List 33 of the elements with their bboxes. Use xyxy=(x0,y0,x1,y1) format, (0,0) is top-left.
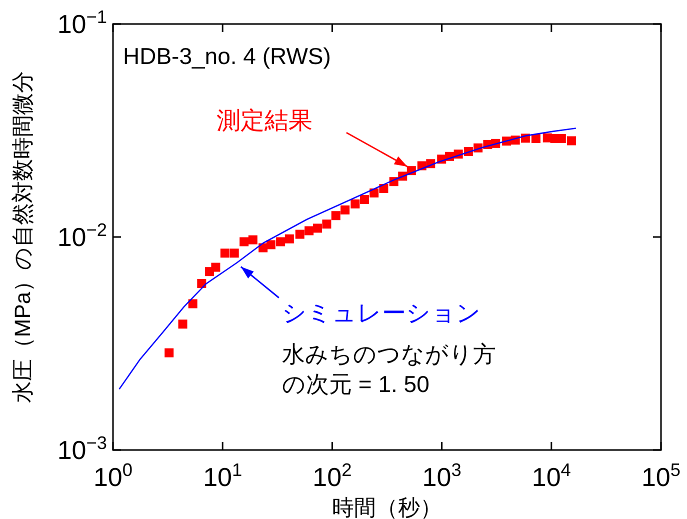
y-tick-label: 10$^{−1}$ xyxy=(57,7,107,39)
point xyxy=(331,211,340,220)
text: 測定結果 xyxy=(216,108,312,135)
point xyxy=(266,240,276,250)
point xyxy=(220,248,230,258)
x-tick-label: 10$^{2}$ xyxy=(312,460,352,492)
point xyxy=(370,188,379,198)
x-tick-label: 10$^{5}$ xyxy=(641,460,681,492)
y-tick-label: 10$^{−2}$ xyxy=(57,220,107,252)
x-tick-label: 10$^{3}$ xyxy=(422,460,462,492)
point xyxy=(276,237,286,246)
point xyxy=(304,226,314,236)
annotation: HDB-3_no. 4 (RWS) xyxy=(123,43,331,69)
point xyxy=(284,234,294,244)
point xyxy=(164,348,174,358)
point xyxy=(322,220,332,229)
annotation: の次元 = 1. 50 xyxy=(282,371,430,397)
point xyxy=(240,237,249,246)
point xyxy=(360,194,369,204)
legend-label: シミュレーション xyxy=(282,300,481,327)
x-tick-label: 10$^{1}$ xyxy=(203,460,242,492)
point xyxy=(340,205,350,214)
point xyxy=(566,136,576,146)
point xyxy=(211,262,220,272)
y-axis-title: 水圧（MPa）の自然対数時間微分 xyxy=(10,70,35,404)
point xyxy=(312,224,322,233)
x-axis-title: 時間（秒） xyxy=(332,495,442,519)
point xyxy=(295,230,304,239)
point xyxy=(350,199,360,208)
point xyxy=(230,248,239,258)
annotation: 水みちのつながり方 xyxy=(282,341,496,367)
point xyxy=(248,235,258,244)
x-tick-label: 10$^{4}$ xyxy=(532,460,571,492)
